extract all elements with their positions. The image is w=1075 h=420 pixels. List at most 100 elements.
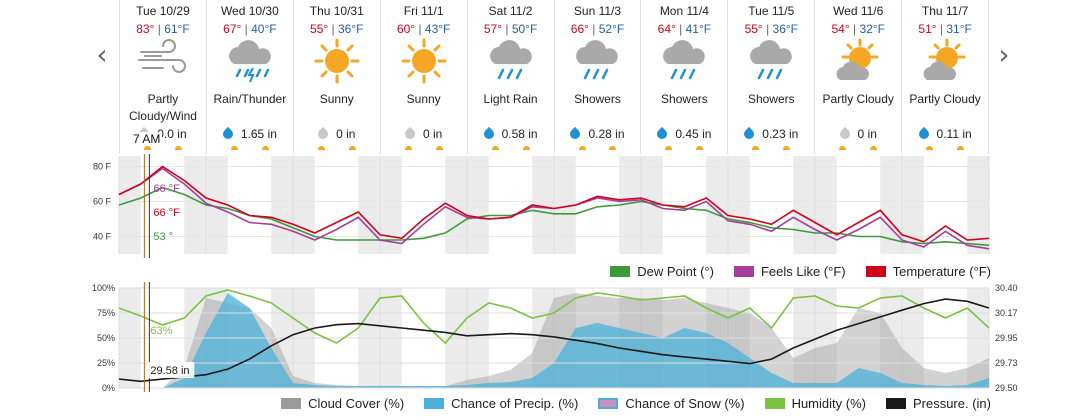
cloud-cover-area — [119, 293, 989, 388]
sun-icon — [926, 146, 934, 150]
day-temps: 57° | 50°F — [483, 22, 538, 36]
sun-icon — [348, 146, 356, 150]
time-cursor: 63% 29.58 in — [143, 282, 195, 392]
sun-icon — [665, 146, 673, 150]
night-band — [119, 156, 141, 254]
forecast-day[interactable]: Wed 10/30 67° | 40°F Rain/Thunder 1.65 i… — [207, 0, 294, 154]
low-temp: 50°F — [511, 22, 538, 36]
legend-feels-like[interactable]: Feels Like (°F) — [733, 264, 846, 279]
high-temp: 83° — [136, 22, 155, 36]
forecast-day[interactable]: Wed 11/6 54° | 32°F Partly Cloudy 0 in — [815, 0, 903, 154]
cursor-temperature-value: 66 °F — [153, 207, 180, 219]
day-temps: 66° | 52°F — [570, 22, 625, 36]
area-series — [119, 293, 989, 388]
day-condition: Showers — [747, 92, 795, 106]
day-temps: 83° | 61°F — [136, 22, 190, 36]
legend-swatch — [885, 398, 906, 409]
day-condition: Partly Cloudy/Wind — [128, 92, 197, 123]
time-cursor: 66 °F 66 °F 53 ° — [143, 154, 180, 258]
legend-dew-point[interactable]: Dew Point (°) — [610, 264, 714, 279]
day-date: Thu 11/7 — [921, 4, 969, 18]
showers-icon — [750, 40, 793, 80]
day-condition: Sunny — [319, 92, 354, 106]
day-condition: Partly Cloudy — [822, 92, 894, 106]
legend-swatch — [598, 398, 619, 409]
sunny-icon — [314, 38, 360, 84]
low-temp: 52°F — [598, 22, 625, 36]
temperature-legend: Dew Point (°) Feels Like (°F) Temperatur… — [590, 264, 991, 279]
y-tick-label-left: 75% — [97, 308, 115, 318]
day-precip: 0.45 in — [641, 126, 727, 142]
forecast-day[interactable]: Sat 11/2 57° | 50°F Light Rain 0.58 in — [468, 0, 555, 154]
legend-precip-chance[interactable]: Chance of Precip. (%) — [424, 396, 578, 411]
low-temp: 41°F — [685, 22, 712, 36]
forecast-day[interactable]: Tue 10/29 83° | 61°F Partly Cloudy/Wind … — [120, 0, 207, 154]
y-tick-label-right: 29.50 — [995, 383, 1018, 392]
legend-temperature[interactable]: Temperature (°F) — [865, 264, 991, 279]
legend-swatch — [733, 266, 754, 277]
forecast-day[interactable]: Tue 11/5 55° | 36°F Showers 0.23 in — [728, 0, 816, 154]
day-condition: Light Rain — [483, 92, 538, 106]
cursor-time-label: 7 AM — [131, 132, 163, 146]
high-temp: 57° — [483, 22, 503, 36]
line-series — [118, 289, 990, 383]
day-date: Wed 10/30 — [220, 4, 279, 18]
y-tick-label-right: 29.73 — [995, 358, 1018, 368]
high-temp: 51° — [918, 22, 937, 36]
high-temp: 67° — [223, 22, 242, 36]
sun-icon — [839, 146, 847, 150]
chevron-left-icon[interactable]: ‹ — [96, 38, 108, 71]
forecast-day[interactable]: Thu 11/7 51° | 31°F Partly Cloudy 0.11 i… — [902, 0, 990, 154]
forecast-day[interactable]: Thu 10/31 55° | 36°F Sunny 0 in — [294, 0, 381, 154]
day-condition: Rain/Thunder — [213, 92, 287, 106]
sun-icon — [870, 146, 878, 150]
low-temp: 32°F — [859, 22, 885, 36]
day-date: Mon 11/4 — [659, 4, 709, 18]
day-precip: 0 in — [815, 126, 901, 142]
humidity-legend: Cloud Cover (%) Chance of Precip. (%) Ch… — [261, 396, 991, 411]
legend-humidity[interactable]: Humidity (%) — [764, 396, 866, 411]
forecast-day[interactable]: Fri 11/1 60° | 43°F Sunny 0 in — [381, 0, 468, 154]
high-temp: 55° — [310, 22, 329, 36]
sun-icon — [696, 146, 704, 150]
y-tick-label-left: 0% — [102, 383, 115, 392]
day-temps: 55° | 36°F — [310, 22, 364, 36]
sun-icon — [522, 146, 530, 150]
legend-pressure[interactable]: Pressure. (in) — [885, 396, 991, 411]
day-temps: 67° | 40°F — [223, 22, 277, 36]
sun-icon — [435, 146, 443, 150]
low-temp: 43°F — [424, 22, 451, 36]
temperature-line — [118, 165, 990, 243]
temperature-series — [118, 165, 990, 250]
forecast-day[interactable]: Mon 11/4 64° | 41°F Showers 0.45 in — [641, 0, 729, 154]
y-tick-label: 40 F — [93, 232, 112, 242]
y-tick-label-left: 100% — [92, 283, 115, 293]
sun-icon — [230, 146, 238, 150]
sun-icon — [261, 146, 269, 150]
sun-icon — [609, 146, 617, 150]
legend-snow-chance[interactable]: Chance of Snow (%) — [598, 396, 745, 411]
raindrop-icon — [916, 126, 931, 142]
sun-icon — [783, 146, 791, 150]
raindrop-icon — [402, 126, 418, 142]
high-temp: 55° — [744, 22, 763, 36]
precip-chance-area — [119, 293, 989, 388]
day-precip: 1.65 in — [207, 126, 293, 142]
day-temps: 51° | 31°F — [918, 22, 972, 36]
cursor-dew-point-value: 53 ° — [153, 231, 173, 243]
cursor-feels-like-value: 66 °F — [153, 183, 180, 195]
partly-cloudy-icon — [836, 38, 879, 80]
raindrop-icon — [742, 126, 757, 142]
sun-icon — [578, 146, 586, 150]
cursor-pressure-value: 29.58 in — [150, 365, 189, 377]
chevron-right-icon[interactable]: › — [998, 38, 1010, 71]
sun-icon — [404, 146, 412, 150]
legend-cloud-cover[interactable]: Cloud Cover (%) — [281, 396, 404, 411]
raindrop-icon — [655, 126, 670, 142]
temperature-chart[interactable]: 80 F 60 F 40 F 66 °F 66 °F 53 ° — [0, 154, 1075, 258]
legend-swatch — [764, 398, 785, 409]
humidity-precip-chart[interactable]: 100% 30.40 75% 30.17 50% 29.95 25% 29.73 0% 29.50… — [0, 282, 1075, 392]
partly-cloudy-icon — [923, 38, 966, 80]
sun-icon — [174, 146, 182, 150]
forecast-day[interactable]: Sun 11/3 66° | 52°F Showers 0.28 in — [555, 0, 642, 154]
